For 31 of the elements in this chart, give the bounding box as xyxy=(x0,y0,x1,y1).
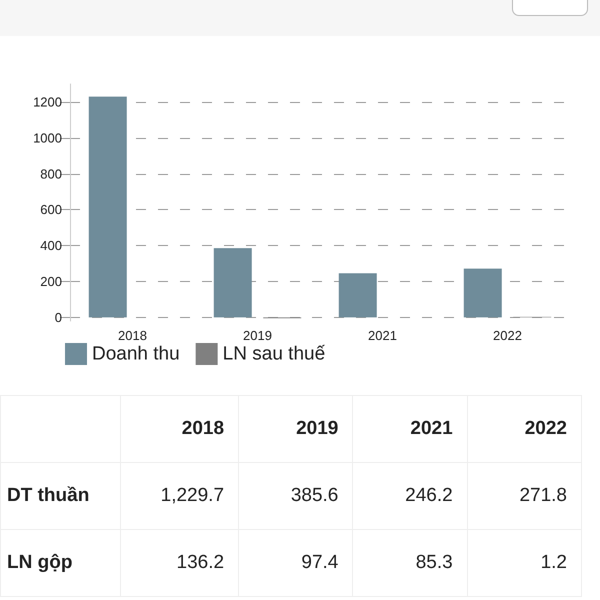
data-label: 246.2 xyxy=(352,462,468,530)
bar xyxy=(88,96,127,318)
x-tick-label: 2021 xyxy=(368,328,397,343)
y-tick-label: 1200 xyxy=(33,94,62,110)
y-tick-label: 600 xyxy=(40,202,62,218)
y-tick-label: 0 xyxy=(54,310,62,325)
x-tick-label: 2022 xyxy=(493,328,522,343)
y-tick-label: 1000 xyxy=(33,130,62,146)
bar xyxy=(214,248,252,318)
y-tick-label: 400 xyxy=(40,238,62,254)
bar xyxy=(464,268,502,318)
text: 1.2 xyxy=(540,552,567,573)
data-label: 1,229.7 xyxy=(120,462,239,530)
bar xyxy=(338,273,377,318)
legend-label: LN sau thuế xyxy=(222,344,326,364)
category-label: 2022 xyxy=(524,418,567,439)
text: 97.4 xyxy=(301,552,338,573)
y-tick-label: 200 xyxy=(40,274,62,289)
text: DT thuần xyxy=(7,485,90,506)
x-tick-label: 2019 xyxy=(243,328,272,343)
category-label: 2019 xyxy=(296,418,338,439)
data-label: 271.8 xyxy=(467,462,582,530)
category-label: 2018 xyxy=(182,418,224,439)
data-label: 385.6 xyxy=(238,462,353,530)
y-tick-label: 800 xyxy=(40,166,62,182)
x-tick-label: 2018 xyxy=(118,328,147,343)
legend-label: Doanh thu xyxy=(92,344,180,364)
text: 136.2 xyxy=(176,552,224,573)
text: 85.3 xyxy=(416,552,453,573)
category-label: 2021 xyxy=(410,418,453,439)
text: LN gộp xyxy=(7,552,72,573)
